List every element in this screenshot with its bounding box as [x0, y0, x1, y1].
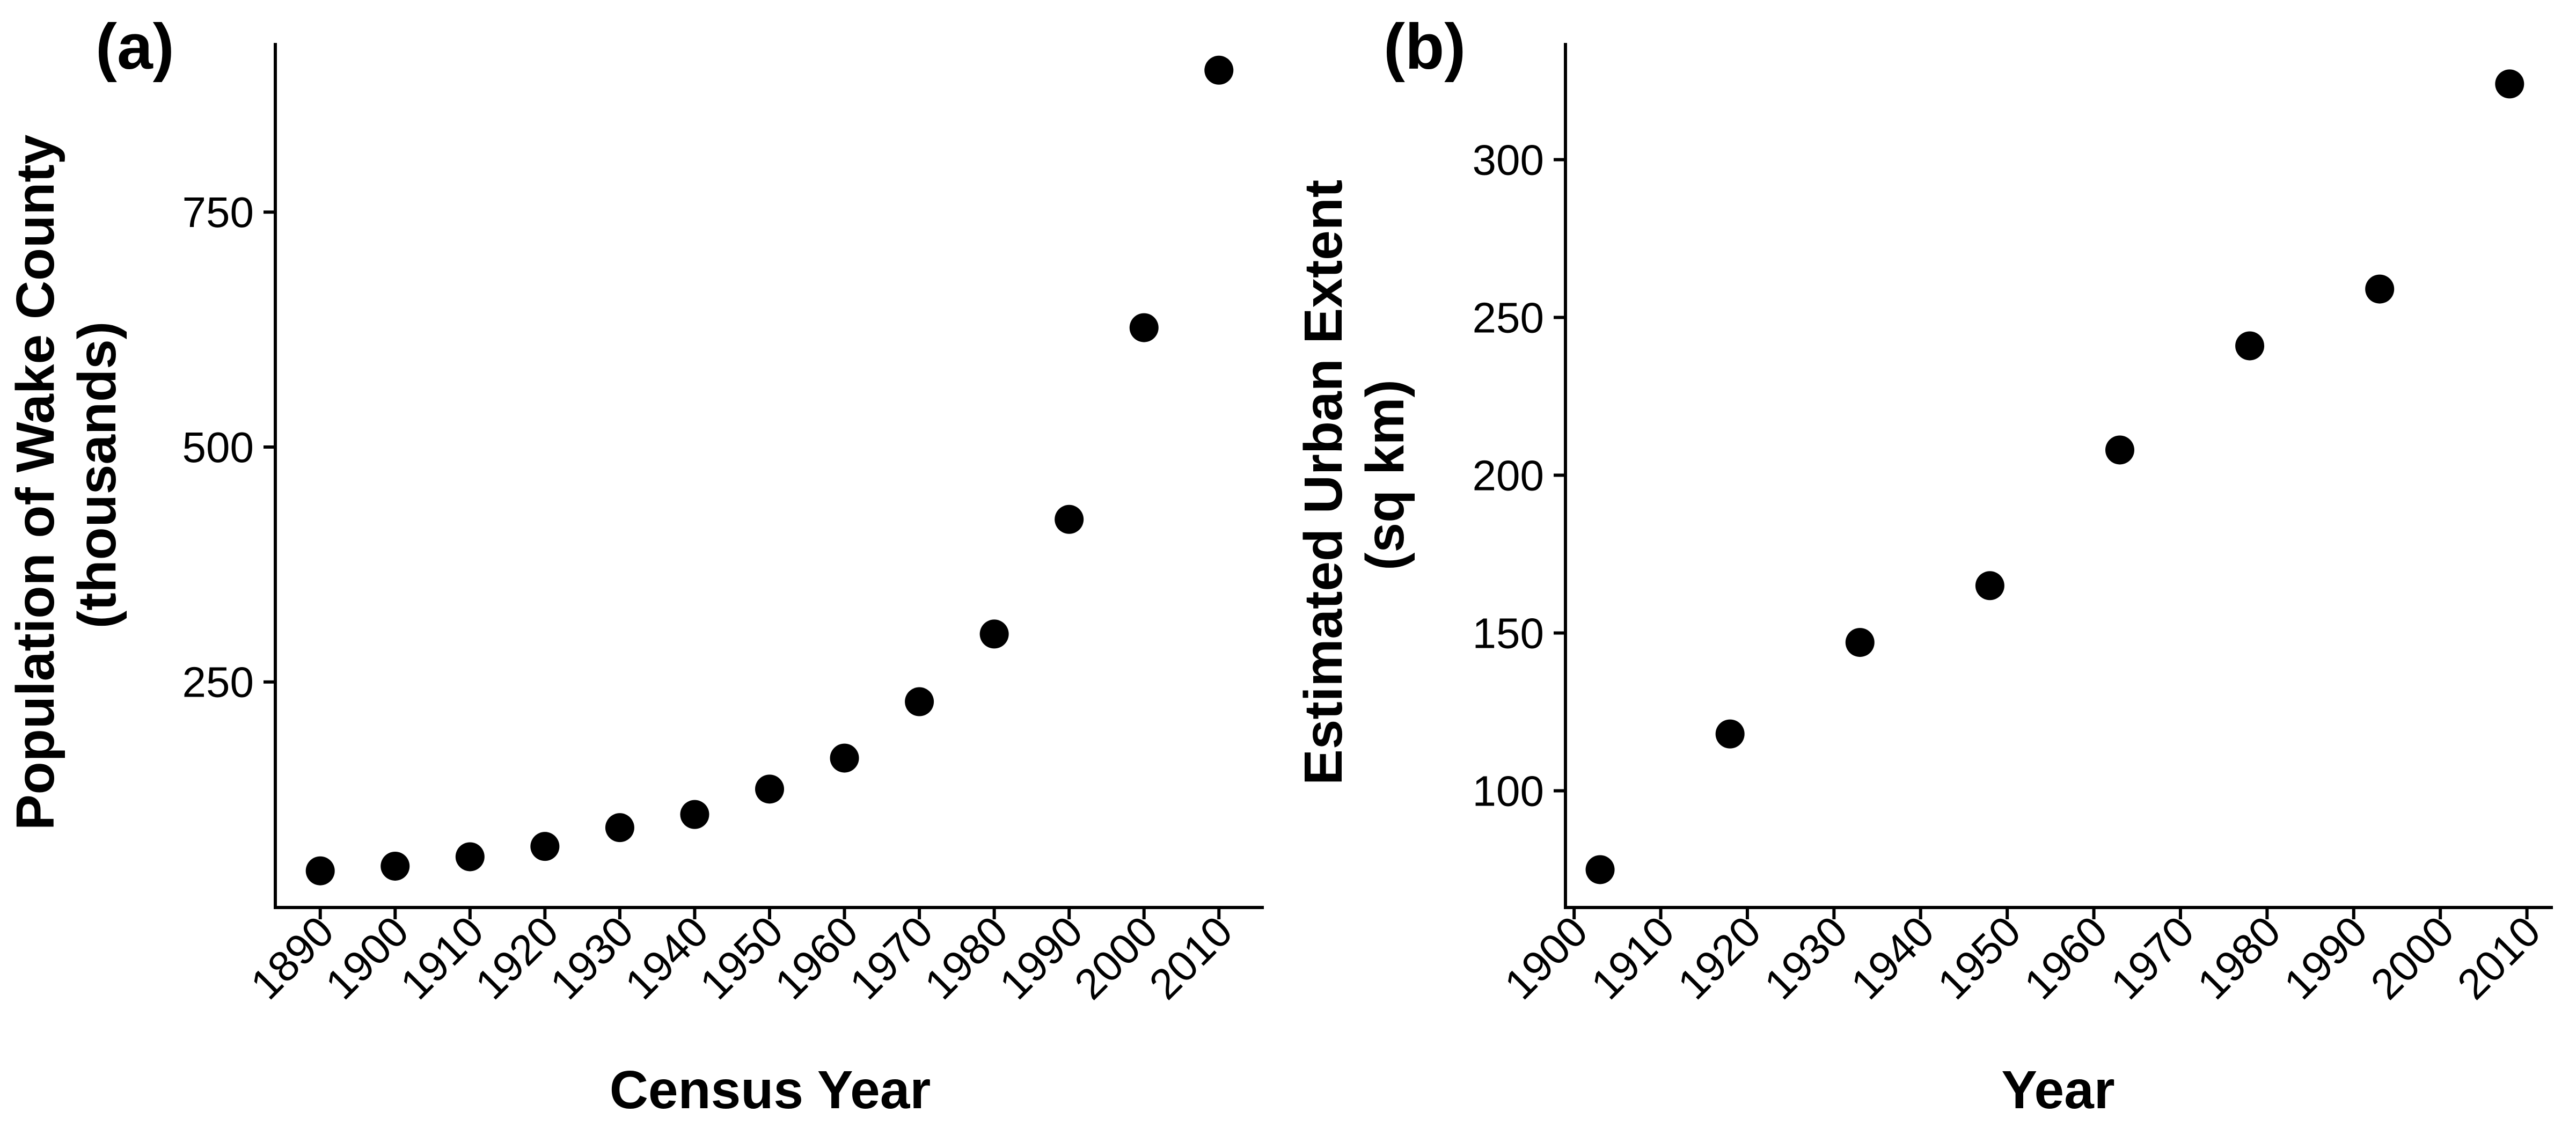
panel-a-x-tick-label: 1930 — [541, 907, 642, 1008]
panel-a-x-tick-label: 1900 — [317, 907, 418, 1008]
panel-b-data-point — [2365, 274, 2395, 304]
panel-a-data-point — [1129, 313, 1159, 342]
panel-b-y-axis-title-line2: (sq km) — [1355, 379, 1415, 570]
panel-b-data-point — [2105, 435, 2134, 465]
panel-a-x-tick-label: 1940 — [616, 907, 718, 1008]
panel-a-y-axis-title-line2: (thousands) — [67, 321, 127, 628]
panel-b-data-point — [2235, 331, 2265, 361]
panel-b-y-tick-label: 250 — [1473, 294, 1544, 342]
panel-b-x-tick-label: 1960 — [2015, 907, 2117, 1008]
panel-a-y-tick-label: 500 — [182, 423, 254, 471]
panel-b-data-point — [1715, 719, 1745, 749]
panel-a-x-axis-title: Census Year — [610, 1060, 931, 1120]
panel-b-y-axis-title: Estimated Urban Extent (sq km) — [1293, 165, 1415, 785]
panel-a-data-point — [905, 687, 934, 716]
panel-b-y-tick-label: 300 — [1473, 136, 1544, 184]
panel-b-x-axis-title: Year — [2001, 1060, 2114, 1120]
panel-b-x-tick-label: 2000 — [2361, 907, 2463, 1008]
panel-a-data-point — [380, 851, 410, 881]
panel-b-label: (b) — [1384, 11, 1466, 83]
panel-a-data-point — [1204, 55, 1234, 85]
panel-b: (b) 100 150 200 250 300 19001910192019301940… — [1293, 11, 2553, 1120]
panel-a-label: (a) — [96, 11, 174, 83]
panel-a-x-tick-label: 1960 — [766, 907, 867, 1008]
panel-a-x-tick-label: 1970 — [840, 907, 942, 1008]
panel-b-data-point — [2495, 69, 2524, 99]
panel-a-data-point — [979, 619, 1009, 649]
panel-a-x-tick-label: 2010 — [1140, 907, 1242, 1008]
panel-a-data-point — [830, 743, 859, 773]
panel-b-x-tick-label: 1920 — [1668, 907, 1770, 1008]
panel-a-y-ticks: 250 500 750 — [182, 188, 275, 706]
panel-a-data-point — [455, 842, 485, 872]
panel-a-x-tick-label: 2000 — [1065, 907, 1167, 1008]
panel-b-x-tick-label: 1990 — [2275, 907, 2376, 1008]
panel-b-points — [1585, 69, 2524, 884]
panel-a-data-point — [680, 800, 709, 829]
panel-a-data-point — [605, 813, 634, 843]
panel-b-x-tick-label: 1930 — [1755, 907, 1857, 1008]
panel-a-y-tick-label: 250 — [182, 658, 254, 706]
panel-a-y-axis-title-line1: Population of Wake County — [5, 134, 65, 830]
panel-a-data-point — [305, 856, 335, 885]
panel-a-x-tick-label: 1910 — [391, 907, 493, 1008]
panel-b-y-ticks: 100 150 200 250 300 — [1473, 136, 1565, 815]
panel-b-x-ticks: 1900191019201930194019501960197019801990… — [1495, 907, 2549, 1008]
panel-b-data-point — [1845, 628, 1875, 657]
panel-a-points — [305, 55, 1234, 885]
panel-b-y-tick-label: 150 — [1473, 609, 1544, 657]
panel-b-x-tick-label: 1970 — [2102, 907, 2203, 1008]
panel-b-x-tick-label: 1950 — [1928, 907, 2030, 1008]
panel-a-x-tick-label: 1890 — [241, 907, 343, 1008]
panel-b-x-tick-label: 1900 — [1495, 907, 1597, 1008]
panel-a-x-tick-label: 1980 — [916, 907, 1017, 1008]
panel-a-x-tick-label: 1920 — [466, 907, 568, 1008]
panel-b-data-point — [1975, 571, 2004, 601]
panel-a-x-tick-label: 1990 — [990, 907, 1092, 1008]
panel-b-x-tick-label: 1910 — [1582, 907, 1684, 1008]
panel-b-y-axis-title-line1: Estimated Urban Extent — [1293, 180, 1353, 785]
panel-a-data-point — [530, 832, 560, 861]
panel-a-data-point — [1055, 504, 1084, 534]
panel-b-data-point — [1585, 855, 1615, 884]
panel-b-x-tick-label: 1980 — [2189, 907, 2290, 1008]
panel-a-y-axis-title: Population of Wake County (thousands) — [5, 120, 127, 830]
panel-a-x-ticks: 1890190019101920193019401950196019701980… — [241, 907, 1241, 1008]
panel-a-x-tick-label: 1950 — [691, 907, 792, 1008]
panel-a-y-tick-label: 750 — [182, 188, 254, 236]
panel-b-x-tick-label: 2010 — [2448, 907, 2550, 1008]
panel-b-y-tick-label: 200 — [1473, 452, 1544, 500]
panel-a-data-point — [755, 774, 784, 804]
panel-b-y-tick-label: 100 — [1473, 767, 1544, 815]
panel-b-x-tick-label: 1940 — [1842, 907, 1943, 1008]
